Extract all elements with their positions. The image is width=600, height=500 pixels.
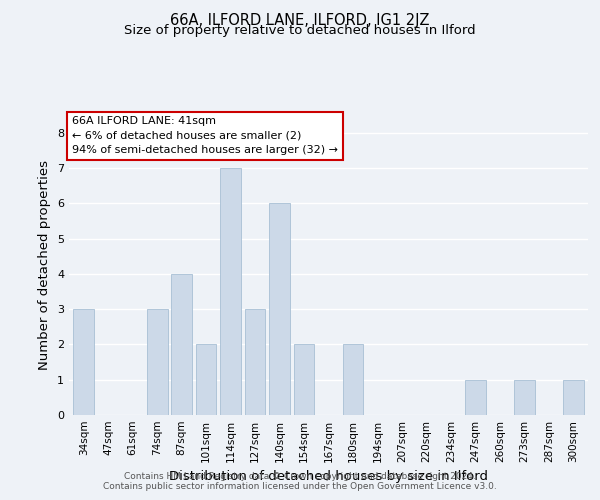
Text: Contains HM Land Registry data © Crown copyright and database right 2024.: Contains HM Land Registry data © Crown c… [124, 472, 476, 481]
Text: 66A, ILFORD LANE, ILFORD, IG1 2JZ: 66A, ILFORD LANE, ILFORD, IG1 2JZ [170, 12, 430, 28]
Text: 66A ILFORD LANE: 41sqm
← 6% of detached houses are smaller (2)
94% of semi-detac: 66A ILFORD LANE: 41sqm ← 6% of detached … [71, 116, 338, 156]
Bar [343, 344, 364, 415]
Y-axis label: Number of detached properties: Number of detached properties [38, 160, 52, 370]
X-axis label: Distribution of detached houses by size in Ilford: Distribution of detached houses by size … [169, 470, 488, 484]
Text: Contains public sector information licensed under the Open Government Licence v3: Contains public sector information licen… [103, 482, 497, 491]
Bar [147, 309, 167, 415]
Text: Size of property relative to detached houses in Ilford: Size of property relative to detached ho… [124, 24, 476, 37]
Bar [563, 380, 584, 415]
Bar [269, 203, 290, 415]
Bar [171, 274, 192, 415]
Bar [196, 344, 217, 415]
Bar [220, 168, 241, 415]
Bar [245, 309, 265, 415]
Bar [465, 380, 486, 415]
Bar [293, 344, 314, 415]
Bar [73, 309, 94, 415]
Bar [514, 380, 535, 415]
